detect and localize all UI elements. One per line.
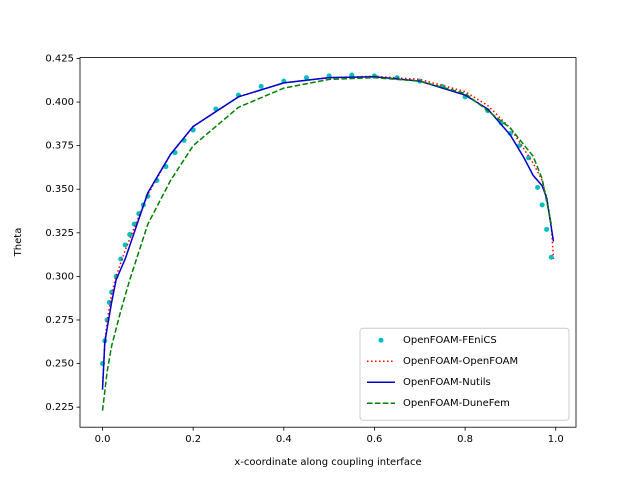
data-point (544, 226, 550, 232)
legend-label: OpenFOAM-OpenFOAM (403, 356, 518, 367)
y-tick-label: 0.350 (45, 184, 74, 195)
legend-label: OpenFOAM-Nutils (403, 377, 491, 388)
data-line (101, 76, 555, 390)
y-tick-label: 0.425 (45, 53, 74, 64)
data-line (101, 76, 552, 411)
y-tick-label: 0.225 (45, 402, 74, 413)
legend-label: OpenFOAM-DuneFem (403, 398, 510, 409)
data-point (127, 232, 133, 238)
data-point (539, 202, 545, 208)
y-tick-label: 0.250 (45, 359, 74, 370)
x-tick-label: 0.2 (185, 434, 201, 445)
plot-frame (79, 57, 577, 428)
data-point (258, 83, 264, 89)
legend-box (359, 327, 570, 421)
y-tick-label: 0.325 (45, 228, 74, 239)
legend-label: OpenFOAM-FEniCS (403, 335, 497, 346)
legend-marker (378, 337, 384, 343)
data-point (303, 75, 309, 81)
y-tick-label: 0.300 (45, 271, 74, 282)
x-tick-label: 1.0 (548, 434, 564, 445)
y-tick-label: 0.375 (45, 141, 74, 152)
x-axis-label: x-coordinate along coupling interface (234, 457, 421, 468)
data-point (548, 254, 554, 260)
x-tick-label: 0.8 (457, 434, 473, 445)
x-tick-label: 0.6 (367, 434, 383, 445)
x-tick-label: 0.0 (95, 434, 111, 445)
y-tick-label: 0.400 (45, 97, 74, 108)
data-point (131, 221, 137, 227)
data-point (122, 242, 128, 248)
y-axis-label: Theta (13, 228, 24, 258)
x-tick-label: 0.4 (276, 434, 292, 445)
y-tick-label: 0.275 (45, 315, 74, 326)
data-point (535, 184, 541, 190)
